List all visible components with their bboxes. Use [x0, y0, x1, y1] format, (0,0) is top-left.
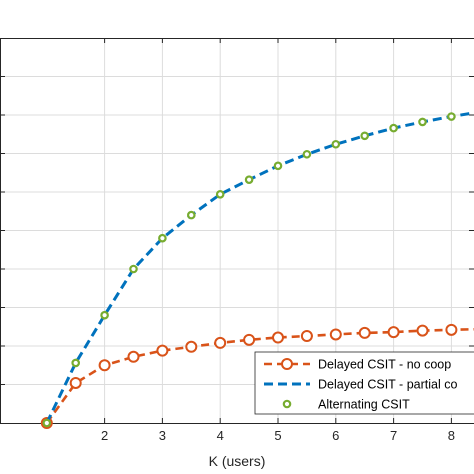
data-point	[416, 324, 429, 337]
data-point	[300, 329, 313, 342]
data-point	[329, 328, 342, 341]
data-point	[360, 131, 370, 141]
x-tick-label: 7	[390, 428, 397, 443]
data-point	[127, 350, 140, 363]
data-point	[387, 326, 400, 339]
data-point	[100, 310, 109, 320]
data-point	[389, 123, 398, 133]
data-point	[244, 175, 254, 184]
x-tick-label: 2	[101, 428, 108, 443]
series-layer	[40, 111, 474, 429]
legend-marker	[282, 399, 292, 409]
legend-label: Alternating CSIT	[318, 398, 410, 412]
x-tick-label: 4	[217, 428, 224, 443]
legend-items: Delayed CSIT - no coop Delayed CSIT - par…	[264, 358, 457, 412]
legend-label: Delayed CSIT - partial co	[318, 378, 457, 392]
x-tick-label: 8	[448, 428, 455, 443]
x-tick-label: 5	[274, 428, 281, 443]
legend-marker	[281, 358, 293, 370]
legend-item-2: Delayed CSIT - partial co	[264, 378, 457, 392]
data-point	[98, 359, 111, 372]
data-point	[418, 117, 427, 127]
data-point	[42, 418, 52, 428]
data-point	[214, 336, 227, 349]
legend-item-1: Delayed CSIT - no coop	[264, 358, 451, 372]
data-point	[71, 358, 81, 368]
data-point	[187, 210, 196, 220]
data-point	[273, 161, 283, 171]
data-point	[158, 233, 167, 243]
data-point	[215, 190, 225, 199]
data-point	[445, 323, 458, 336]
data-point	[358, 326, 371, 339]
legend-item-3: Alternating CSIT	[282, 398, 410, 412]
x-tick-label: 6	[332, 428, 339, 443]
series-3	[42, 112, 456, 428]
x-axis-label: K (users)	[209, 453, 266, 469]
legend-label: Delayed CSIT - no coop	[318, 358, 451, 372]
data-point	[129, 264, 138, 274]
data-point	[243, 333, 256, 346]
data-point	[185, 340, 198, 353]
data-point	[156, 344, 169, 357]
data-point	[331, 139, 341, 149]
data-point	[272, 331, 284, 344]
series-1	[40, 323, 474, 429]
data-point	[447, 112, 456, 121]
x-tick-label: 3	[159, 428, 166, 443]
data-point	[69, 376, 82, 389]
legend: Delayed CSIT - no coop Delayed CSIT - par…	[254, 351, 474, 415]
data-point	[302, 149, 312, 159]
